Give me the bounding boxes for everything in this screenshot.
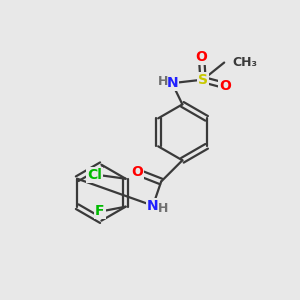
Text: O: O [196, 50, 208, 64]
Text: S: S [198, 73, 208, 87]
Text: Cl: Cl [87, 168, 102, 182]
Text: O: O [219, 79, 231, 92]
Text: H: H [158, 75, 168, 88]
Text: H: H [158, 202, 169, 215]
Text: O: O [131, 165, 143, 179]
Text: CH₃: CH₃ [232, 56, 257, 69]
Text: N: N [147, 199, 159, 213]
Text: F: F [95, 204, 104, 218]
Text: N: N [166, 76, 178, 90]
